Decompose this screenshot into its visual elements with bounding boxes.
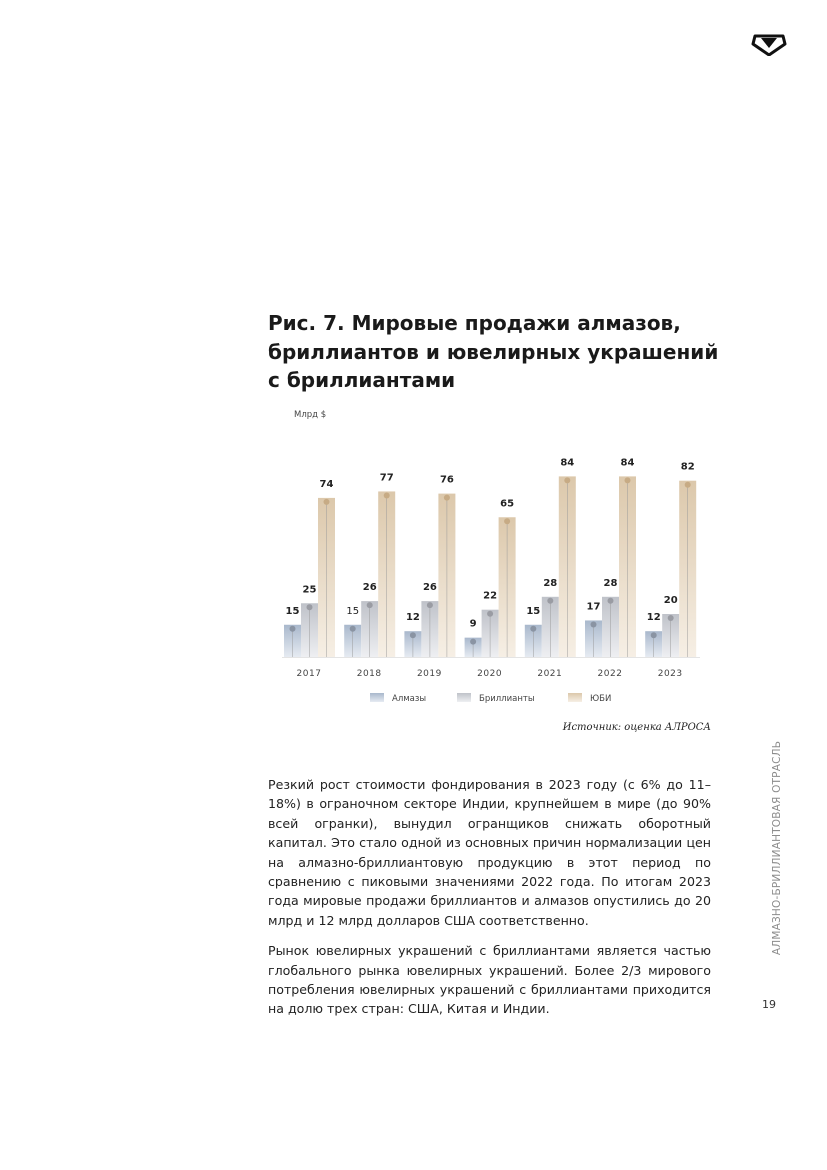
legend-label: Бриллианты [479,694,535,704]
bar-marker-dot [289,625,296,632]
bar-marker-dot [684,481,691,488]
section-side-label: АЛМАЗНО-БРИЛЛИАНТОВАЯ ОТРАСЛЬ [770,740,784,956]
legend-label: ЮБИ [590,694,611,704]
legend-swatch-ЮБИ [568,693,582,702]
sales-bar-chart: Млрд $15 25 74 2017 15 26 77 2018 12 26 76 2019 9 22 6… [268,400,718,720]
legend-label: Алмазы [392,694,426,704]
figure-source: Источник: оценка АЛРОСА [562,722,711,733]
x-tick-label: 2022 [598,669,623,679]
data-label: 15 [286,606,300,617]
data-label: 15 [526,606,540,617]
y-axis-unit-label: Млрд $ [294,410,326,420]
bar-marker-dot [409,632,416,639]
x-tick-label: 2020 [477,669,502,679]
bar-marker-dot [366,602,373,609]
page-number: 19 [762,998,776,1011]
paragraph: Рынок ювелирных украшений с бриллиантами… [268,943,711,1017]
x-tick-label: 2023 [658,669,683,679]
bar-marker-dot [547,597,554,604]
x-tick-label: 2018 [357,669,382,679]
data-label: 84 [621,457,635,468]
data-label: 25 [303,584,317,595]
paragraph: Резкий рост стоимости фондирования в 202… [268,777,711,928]
section-label-text: АЛМАЗНО-БРИЛЛИАНТОВАЯ ОТРАСЛЬ [771,740,783,956]
bar-marker-dot [426,602,433,609]
data-label: 84 [560,457,574,468]
data-label: 9 [470,619,477,630]
data-label: 15 [346,606,359,617]
x-tick-label: 2019 [417,669,442,679]
bar-marker-dot [667,615,674,621]
legend-swatch-Бриллианты [457,693,471,702]
bar-marker-dot [624,477,631,484]
bar-marker-dot [323,498,330,505]
bar-marker-dot [590,621,597,628]
x-tick-label: 2017 [297,669,322,679]
data-label: 17 [587,601,601,612]
bar-marker-dot [306,604,313,611]
bar-marker-dot [564,477,571,484]
figure-title-line: бриллиантов и ювелирных украшений [268,339,719,364]
bar-marker-dot [383,492,390,499]
legend-swatch-Алмазы [370,693,384,702]
bar-marker-dot [470,638,477,645]
data-label: 74 [320,479,334,490]
data-label: 65 [500,498,514,509]
figure-title: Рис. 7. Мировые продажи алмазов, бриллиа… [268,309,738,395]
bar-marker-dot [607,597,614,604]
chart-canvas: Млрд $1525742017152677201812267620199226… [282,410,700,704]
figure-title-line: Рис. 7. Мировые продажи алмазов, [268,311,681,335]
bar-marker-dot [349,625,356,632]
figure-title-line: с бриллиантами [268,368,456,392]
data-label: 26 [423,582,437,593]
data-label: 82 [681,462,695,473]
bar-marker-dot [443,494,450,501]
data-label: 28 [543,578,557,589]
data-label: 77 [380,472,394,483]
data-label: 12 [647,612,661,623]
data-label: 28 [604,578,618,589]
alrosa-logo-icon [751,34,787,57]
bar-marker-dot [530,625,537,632]
bar-marker-dot [504,518,511,525]
data-label: 22 [483,591,497,602]
data-label: 76 [440,475,454,486]
data-label: 26 [363,582,377,593]
data-label: 12 [406,612,420,623]
data-label: 20 [664,595,678,606]
bar-marker-dot [650,632,657,639]
bar-marker-dot [487,610,494,617]
x-tick-label: 2021 [537,669,562,679]
body-text: Резкий рост стоимости фондирования в 202… [268,775,711,1030]
